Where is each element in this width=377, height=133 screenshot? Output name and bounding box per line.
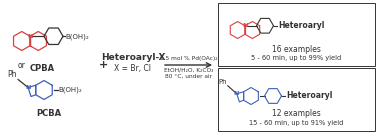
Text: or: or [18,61,26,70]
Text: Ph: Ph [218,79,227,85]
Text: 15 - 60 min, up to 91% yield: 15 - 60 min, up to 91% yield [249,120,344,126]
Text: B(OH)₂: B(OH)₂ [58,87,82,93]
Text: N: N [242,23,248,28]
Text: 5 - 60 min, up to 99% yield: 5 - 60 min, up to 99% yield [251,55,342,61]
Text: X = Br, Cl: X = Br, Cl [115,65,152,74]
Text: PCBA: PCBA [37,109,61,118]
Text: 12 examples: 12 examples [272,109,321,119]
Text: Ph: Ph [8,70,17,78]
Text: Heteroaryl: Heteroaryl [278,21,324,30]
Text: 1.5 mol % Pd(OAc)₂: 1.5 mol % Pd(OAc)₂ [160,56,217,61]
Text: N: N [25,84,30,90]
Text: EtOH/H₂O, K₂CO₃: EtOH/H₂O, K₂CO₃ [164,68,213,73]
Text: N: N [234,91,239,96]
Text: N: N [27,34,33,39]
Text: Heteroaryl: Heteroaryl [286,92,333,101]
Text: 16 examples: 16 examples [272,45,321,53]
Bar [218,68,375,131]
Text: CPBA: CPBA [29,64,55,73]
Text: Heteroaryl-X: Heteroaryl-X [101,53,165,61]
Text: 80 °C, under air: 80 °C, under air [165,74,212,79]
Bar [218,3,375,66]
Text: B(OH)₂: B(OH)₂ [65,33,89,40]
Text: +: + [98,60,107,70]
